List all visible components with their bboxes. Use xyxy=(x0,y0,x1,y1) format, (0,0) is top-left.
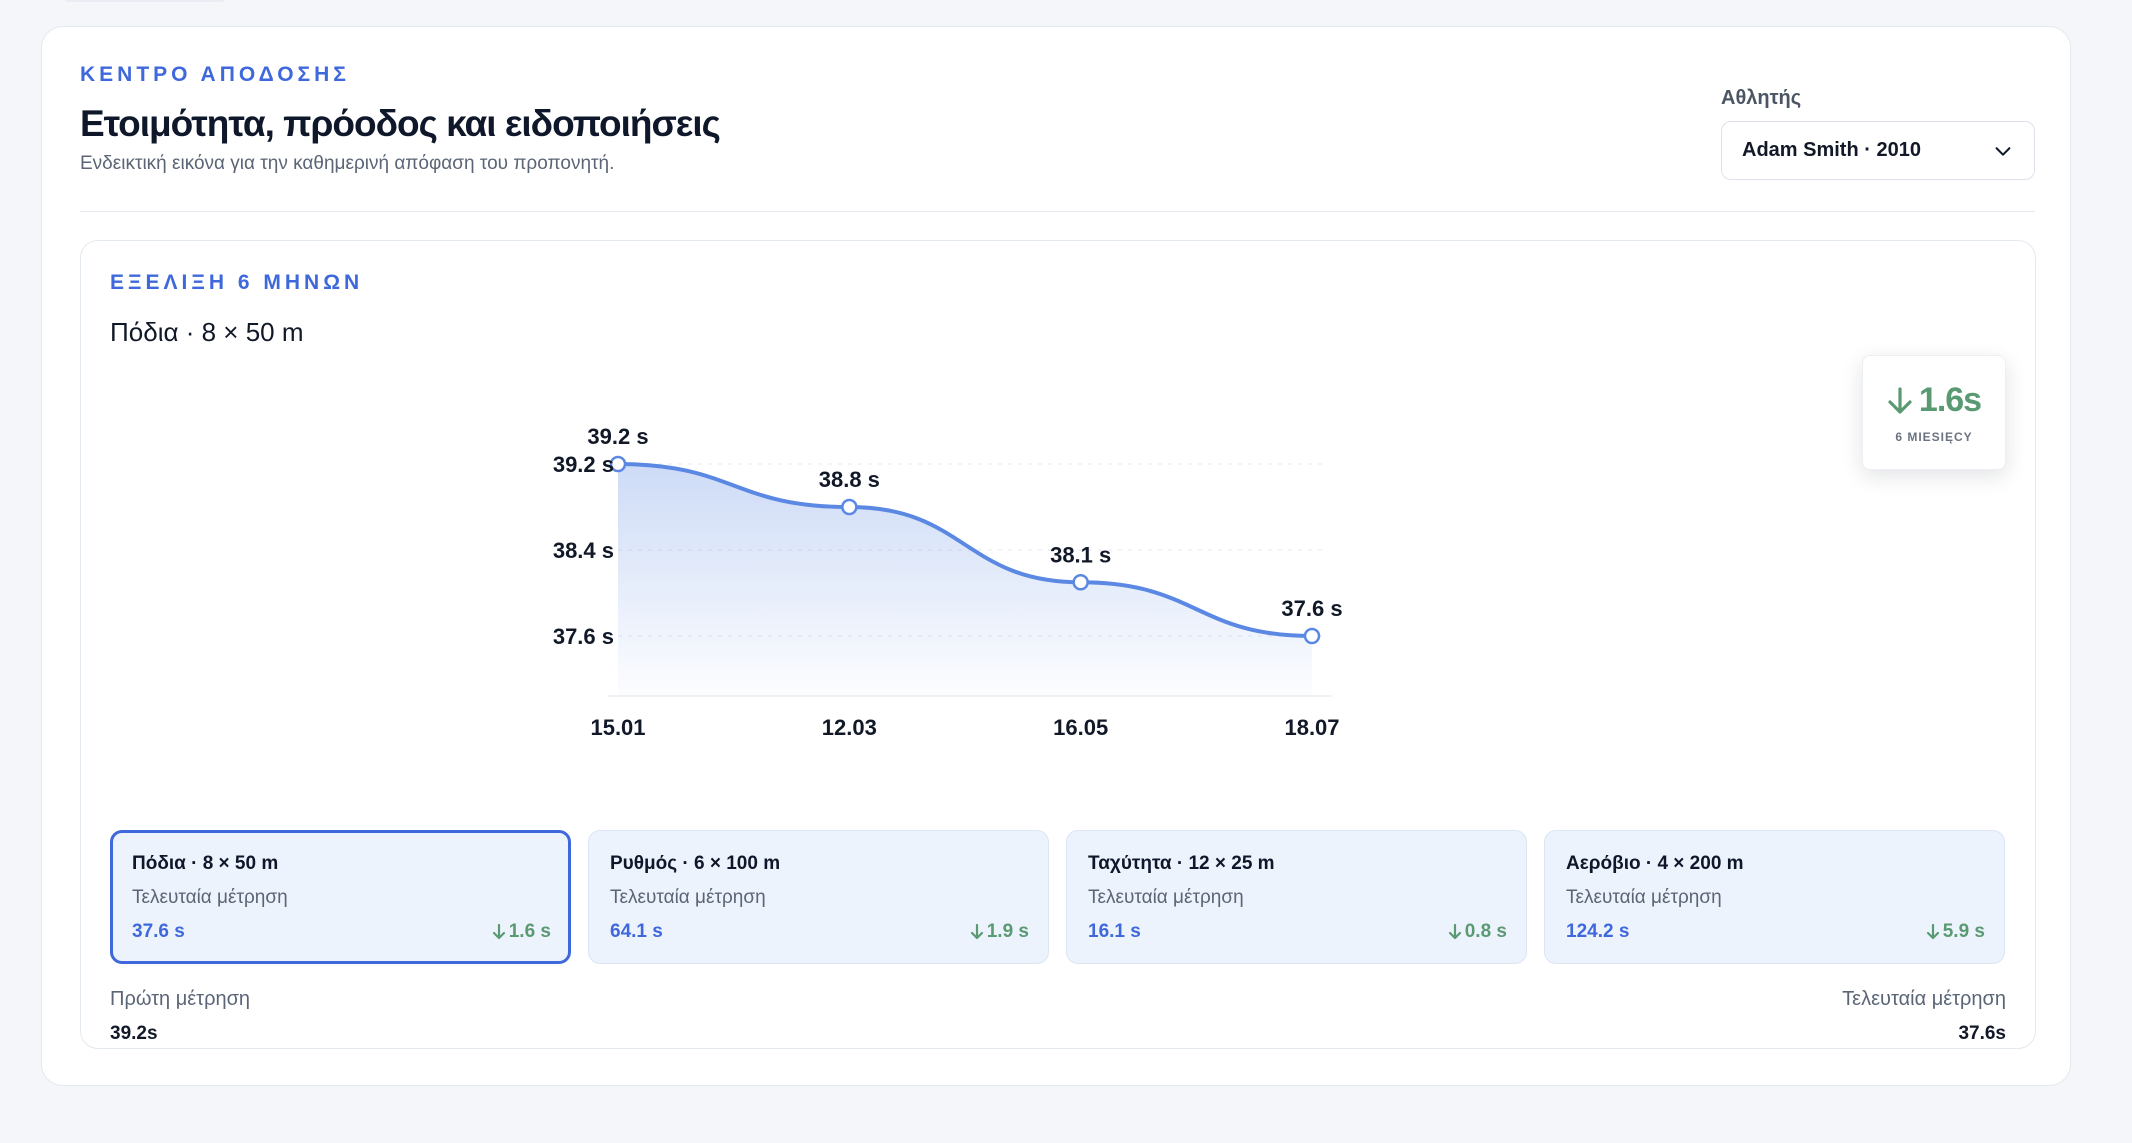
page-subtitle: Ενδεικτική εικόνα για την καθημερινή από… xyxy=(80,153,615,174)
y-tick-label: 39.2 s xyxy=(553,452,614,477)
metric-delta: 5.9 s xyxy=(1926,921,1985,943)
metric-delta-value: 5.9 s xyxy=(1942,921,1985,942)
top-tab-stub xyxy=(60,0,230,2)
progress-eyebrow: ΕΞΕΛΙΞΗ 6 ΜΗΝΩΝ xyxy=(110,271,364,294)
x-tick-label: 16.05 xyxy=(1053,715,1108,740)
metric-name: Αερόβιο · 4 × 200 m xyxy=(1566,853,1744,874)
arrow-down-icon xyxy=(970,923,983,940)
arrow-down-icon xyxy=(1926,923,1939,940)
metric-card-podia[interactable]: Πόδια · 8 × 50 m Τελευταία μέτρηση 37.6 … xyxy=(110,830,571,964)
metric-sub: Τελευταία μέτρηση xyxy=(610,887,766,908)
arrow-down-icon xyxy=(492,923,505,940)
metric-sub: Τελευταία μέτρηση xyxy=(132,887,288,908)
metric-delta-value: 1.9 s xyxy=(986,921,1029,942)
metric-card-aerovio[interactable]: Αερόβιο · 4 × 200 m Τελευταία μέτρηση 12… xyxy=(1544,830,2005,964)
chart-area xyxy=(618,464,1312,696)
last-measurement-label: Τελευταία μέτρηση xyxy=(1842,988,2006,1010)
x-tick-label: 18.07 xyxy=(1284,715,1339,740)
chart-point[interactable] xyxy=(609,455,627,473)
last-measurement-value: 37.6s xyxy=(1958,1023,2006,1044)
metric-name: Ρυθμός · 6 × 100 m xyxy=(610,853,781,874)
athlete-label: Αθλητής xyxy=(1721,87,1802,109)
arrow-down-icon xyxy=(1448,923,1461,940)
progress-title: Πόδια · 8 × 50 m xyxy=(110,317,304,347)
x-tick-label: 15.01 xyxy=(590,715,645,740)
arrow-down-icon xyxy=(1888,386,1912,414)
data-label: 39.2 s xyxy=(587,424,648,449)
metric-name: Ταχύτητα · 12 × 25 m xyxy=(1088,853,1275,874)
header-divider xyxy=(80,211,2035,212)
page-title: Ετοιμότητα, πρόοδος και ειδοποιήσεις xyxy=(80,103,721,144)
first-measurement-label: Πρώτη μέτρηση xyxy=(110,988,251,1010)
metric-sub: Τελευταία μέτρηση xyxy=(1088,887,1244,908)
metric-name: Πόδια · 8 × 50 m xyxy=(132,853,279,874)
metric-value: 16.1 s xyxy=(1088,921,1141,942)
first-measurement-value: 39.2s xyxy=(110,1023,158,1044)
data-label: 37.6 s xyxy=(1281,596,1342,621)
metric-delta: 0.8 s xyxy=(1448,921,1507,943)
chart-point[interactable] xyxy=(1072,574,1089,591)
metric-value: 37.6 s xyxy=(132,921,185,942)
delta-caption: 6 MIESIĘCY xyxy=(1895,430,1973,444)
chart-point[interactable] xyxy=(841,498,858,516)
delta-value-row: 1.6s xyxy=(1887,381,1982,420)
delta-value: 1.6s xyxy=(1918,381,1982,419)
section-eyebrow: ΚΕΝΤΡΟ ΑΠΟΔΟΣΗΣ xyxy=(80,63,350,86)
chart-point[interactable] xyxy=(1303,627,1321,645)
metric-delta-value: 1.6 s xyxy=(508,921,551,942)
metric-delta: 1.9 s xyxy=(970,921,1029,943)
metric-delta: 1.6 s xyxy=(492,921,551,943)
chevron-down-icon xyxy=(1995,146,2011,156)
chart-line-series xyxy=(616,462,1314,638)
data-label: 38.8 s xyxy=(819,467,880,492)
athlete-selected-value: Adam Smith · 2010 xyxy=(1742,139,1921,161)
progress-chart: 39.2 s 38.8 s 38.1 s 37.6 s 39.2 s 38.4 s 37.… xyxy=(553,424,1343,740)
metric-card-taxytita[interactable]: Ταχύτητα · 12 × 25 m Τελευταία μέτρηση 1… xyxy=(1066,830,1527,964)
metric-value: 64.1 s xyxy=(610,921,663,942)
data-label: 38.1 s xyxy=(1050,542,1111,567)
metric-card-rythmos[interactable]: Ρυθμός · 6 × 100 m Τελευταία μέτρηση 64.… xyxy=(588,830,1049,964)
athlete-select[interactable]: Adam Smith · 2010 xyxy=(1721,121,2035,180)
performance-panel: ΚΕΝΤΡΟ ΑΠΟΔΟΣΗΣ Ετοιμότητα, πρόοδος και … xyxy=(41,26,2071,1086)
y-tick-label: 38.4 s xyxy=(553,538,614,563)
metric-value: 124.2 s xyxy=(1566,921,1630,942)
metric-sub: Τελευταία μέτρηση xyxy=(1566,887,1722,908)
x-tick-label: 12.03 xyxy=(822,715,877,740)
metric-delta-value: 0.8 s xyxy=(1464,921,1507,942)
y-tick-label: 37.6 s xyxy=(553,624,614,649)
delta-badge: 1.6s 6 MIESIĘCY xyxy=(1862,355,2006,470)
